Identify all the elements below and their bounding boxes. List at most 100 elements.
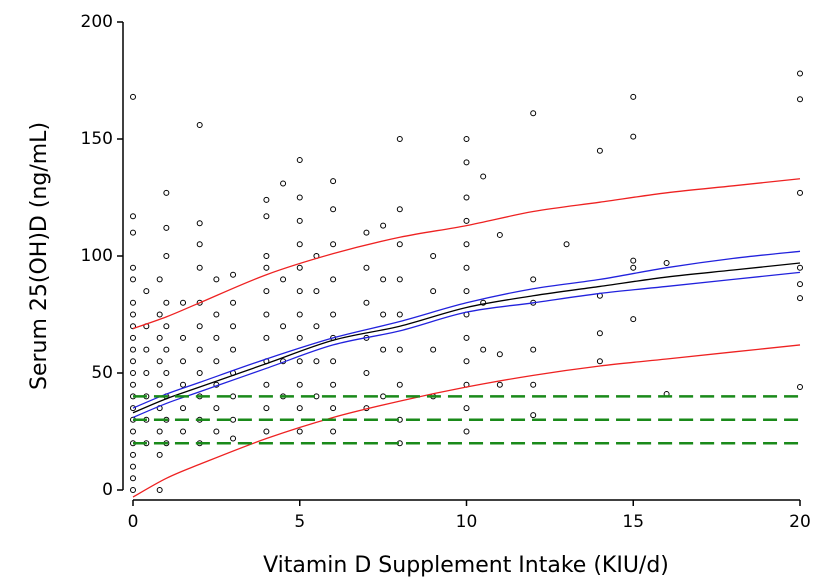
point: [480, 346, 487, 353]
point: [130, 334, 136, 341]
point: [156, 276, 163, 283]
x-tick-label: 10: [456, 512, 478, 532]
point: [296, 194, 303, 201]
point: [630, 257, 637, 264]
point: [296, 428, 303, 435]
point: [463, 358, 470, 365]
point: [156, 451, 163, 458]
point: [230, 323, 237, 330]
point: [163, 224, 170, 231]
fit-line: [132, 344, 801, 498]
point: [230, 346, 237, 353]
point: [213, 405, 220, 412]
point: [380, 276, 387, 283]
point: [280, 323, 287, 330]
point: [130, 276, 136, 283]
point: [330, 241, 337, 248]
point: [463, 405, 470, 412]
point: [263, 288, 270, 295]
point: [596, 358, 603, 365]
point: [196, 241, 203, 248]
point: [130, 93, 136, 100]
point: [797, 384, 803, 391]
point: [196, 220, 203, 227]
point: [330, 358, 337, 365]
point: [296, 288, 303, 295]
point: [530, 346, 537, 353]
point: [180, 299, 187, 306]
point: [213, 311, 220, 318]
fit-line: [132, 262, 801, 414]
point: [296, 381, 303, 388]
point: [330, 206, 337, 213]
point: [296, 241, 303, 248]
point: [797, 70, 803, 77]
x-tick-label: 20: [789, 512, 811, 532]
point: [797, 264, 803, 271]
y-tick-label: 150: [81, 129, 113, 149]
point: [380, 311, 387, 318]
point: [130, 299, 136, 306]
point: [156, 358, 163, 365]
point: [156, 381, 163, 388]
point: [196, 346, 203, 353]
point: [230, 271, 237, 278]
point: [463, 217, 470, 224]
point: [630, 93, 637, 100]
point: [463, 194, 470, 201]
y-tick-label: 50: [91, 363, 113, 383]
point: [196, 370, 203, 376]
point: [280, 180, 287, 187]
point: [330, 311, 337, 318]
point: [463, 159, 470, 166]
point: [396, 206, 403, 213]
point: [263, 213, 270, 220]
point: [296, 217, 303, 224]
point: [396, 311, 403, 318]
point: [263, 405, 270, 412]
point: [230, 435, 237, 442]
point: [156, 334, 163, 341]
point: [263, 253, 270, 259]
point: [230, 416, 237, 423]
point: [797, 295, 803, 302]
point: [213, 334, 220, 341]
point: [196, 299, 203, 306]
point: [130, 311, 136, 318]
point: [196, 121, 203, 128]
point: [296, 311, 303, 318]
point: [130, 264, 136, 271]
point: [380, 222, 387, 229]
point: [313, 358, 320, 365]
point: [330, 381, 337, 388]
point: [396, 381, 403, 388]
point: [163, 253, 170, 259]
point: [496, 231, 503, 238]
point: [630, 316, 637, 323]
point: [363, 229, 370, 236]
y-tick-label: 0: [102, 480, 113, 500]
point: [130, 475, 136, 482]
point: [396, 136, 403, 142]
point: [263, 311, 270, 318]
point: [330, 428, 337, 435]
point: [130, 323, 136, 330]
point: [143, 288, 150, 295]
point: [130, 428, 136, 435]
point: [463, 334, 470, 341]
point: [630, 133, 637, 140]
point: [130, 213, 136, 220]
point: [163, 323, 170, 330]
point: [163, 189, 170, 196]
point: [263, 334, 270, 341]
point: [180, 334, 187, 341]
y-tick-label: 200: [81, 12, 113, 32]
point: [163, 299, 170, 306]
point: [156, 311, 163, 318]
point: [130, 451, 136, 458]
point: [663, 260, 670, 267]
point: [263, 428, 270, 435]
point: [130, 358, 136, 365]
point: [596, 147, 603, 154]
